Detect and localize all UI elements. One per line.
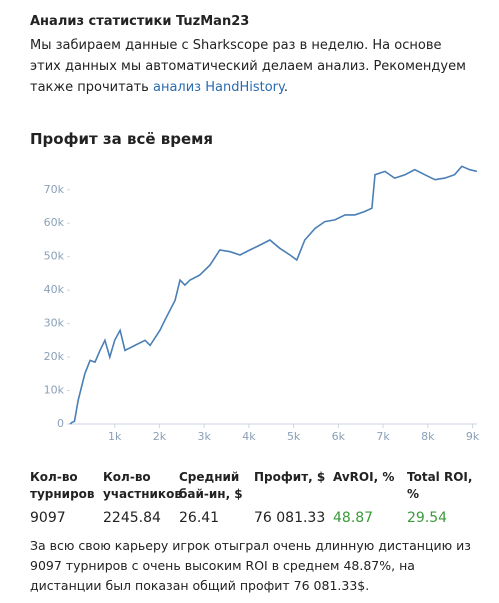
stat: Total ROI, % 29.54 bbox=[407, 469, 479, 526]
intro-text: . bbox=[283, 80, 288, 95]
stat-value: 2245.84 bbox=[103, 510, 161, 526]
profit-line bbox=[69, 165, 478, 425]
y-tick-label: 30k bbox=[44, 317, 65, 330]
stat: Средний бай-ин, $ 26.41 bbox=[179, 469, 254, 526]
stat-value: 48.87 bbox=[333, 510, 374, 526]
x-tick-label: 3k bbox=[197, 430, 211, 443]
stat-label: Total ROI, % bbox=[407, 470, 473, 501]
chart: 0 10k 20k 30k 40k 50k 60k 70k 1k 2k 3k 4k 5k 6k 7k 8k 9k bbox=[44, 165, 480, 443]
stat-label: Кол-во участников bbox=[103, 470, 182, 501]
stat-label: Профит, $ bbox=[254, 470, 326, 484]
stat-label: AvROI, % bbox=[333, 470, 395, 484]
y-tick-label: 70k bbox=[44, 183, 65, 196]
x-tick-label: 8k bbox=[421, 430, 435, 443]
y-tick-label: 40k bbox=[44, 283, 65, 296]
x-tick-label: 9k bbox=[466, 430, 480, 443]
stat-value: 9097 bbox=[30, 510, 66, 526]
x-tick-label: 6k bbox=[332, 430, 346, 443]
y-tick-label: 0 bbox=[57, 417, 64, 430]
y-tick-label: 50k bbox=[44, 250, 65, 263]
stat: Профит, $ 76 081.33 bbox=[254, 469, 332, 526]
link[interactable]: анализ HandHistory bbox=[152, 80, 284, 95]
stat-value: 29.54 bbox=[407, 510, 448, 526]
section-title: Профит за всё время bbox=[30, 130, 214, 148]
stat-label: Средний бай-ин, $ bbox=[179, 470, 243, 501]
stat-value: 76 081.33 bbox=[254, 510, 326, 526]
x-tick-label: 4k bbox=[242, 430, 256, 443]
intro-text: Мы забираем данные с Sharkscope раз в не… bbox=[30, 38, 466, 95]
y-tick-label: 10k bbox=[44, 384, 65, 397]
y-tick-label: 60k bbox=[44, 216, 65, 229]
stat: Кол-во участников 2245.84 bbox=[103, 469, 182, 526]
y-tick-label: 20k bbox=[44, 350, 65, 363]
stat: AvROI, % 48.87 bbox=[333, 469, 407, 526]
stat: Кол-во турниров 9097 bbox=[30, 469, 102, 526]
x-tick-label: 5k bbox=[287, 430, 301, 443]
title: Анализ статистики TuzMan23 bbox=[30, 14, 250, 29]
x-tick-label: 2k bbox=[153, 430, 167, 443]
stat-label: Кол-во турниров bbox=[30, 470, 95, 501]
summary: За всю свою карьеру игрок отыграл очень … bbox=[30, 538, 471, 593]
intro: Мы забираем данные с Sharkscope раз в не… bbox=[30, 35, 470, 98]
stat-value: 26.41 bbox=[179, 510, 220, 526]
x-tick-label: 7k bbox=[376, 430, 390, 443]
x-tick-label: 1k bbox=[108, 430, 122, 443]
